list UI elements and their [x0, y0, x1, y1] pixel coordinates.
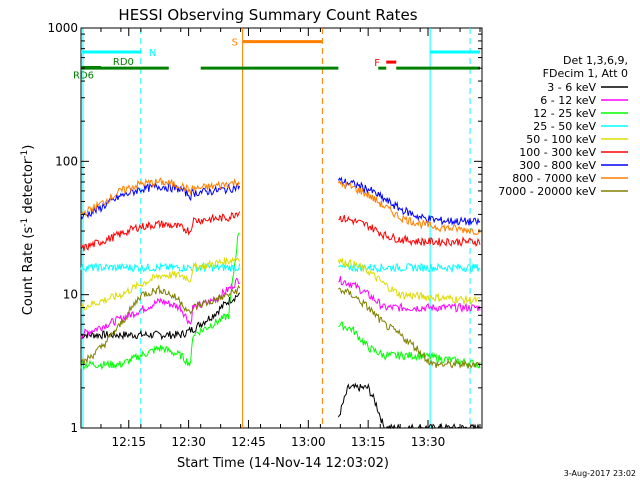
x-tick-label-13-15: 13:15: [351, 435, 386, 449]
legend-label-50-100-kev: 50 - 100 keV: [526, 133, 596, 146]
y-tick-label-1: 1: [70, 421, 78, 435]
legend-label-25-50-kev: 25 - 50 keV: [533, 120, 596, 133]
x-tick-label-13-30: 13:30: [411, 435, 446, 449]
footer-timestamp: 3-Aug-2017 23:02: [564, 469, 636, 478]
series-800-7000-kev: [80, 177, 481, 236]
legend-label-300-800-kev: 300 - 800 keV: [519, 159, 596, 172]
plot-frame: [80, 27, 483, 429]
flag-label-n: N: [149, 48, 156, 59]
legend-label-800-7000-kev: 800 - 7000 keV: [512, 172, 596, 185]
legend-label-7000-20000-kev: 7000 - 20000 keV: [498, 185, 596, 198]
flag-label-s: S: [232, 38, 238, 49]
x-tick-label-13-00: 13:00: [291, 435, 326, 449]
series-7000-20000-kev: [80, 284, 481, 369]
series-100-300-kev: [80, 211, 481, 252]
y-axis-label-main: Count Rate (s: [21, 227, 36, 316]
legend-label-3-6-kev: 3 - 6 keV: [547, 81, 596, 94]
y-tick-label-1000: 1000: [47, 21, 78, 35]
flag-label-rd6: RD6: [73, 71, 94, 82]
series-25-50-kev: [80, 262, 481, 274]
legend-header-line: Det 1,3,6,9,: [563, 54, 628, 67]
x-tick-label-12-30: 12:30: [171, 435, 206, 449]
y-axis-label-end: ): [21, 145, 36, 150]
chart-title: HESSI Observing Summary Count Rates: [118, 6, 417, 24]
y-axis-label-sup2: -1: [20, 150, 30, 159]
y-tick-label-10: 10: [63, 288, 78, 302]
legend-label-100-300-kev: 100 - 300 keV: [519, 146, 596, 159]
x-tick-label-12-45: 12:45: [231, 435, 266, 449]
axes: 12:15 12:30 12:45 13:00 13:15 13:30 1 10 100 1000: [47, 21, 482, 449]
legend-label-6-12-kev: 6 - 12 keV: [540, 94, 596, 107]
y-axis-label-mid: detector: [21, 158, 36, 218]
series-3-6-kev: [80, 292, 480, 430]
observing-flags: N S F RD0 RD6: [73, 38, 481, 82]
flag-label-rd0: RD0: [113, 57, 134, 68]
y-axis-label-sup1: -1: [20, 218, 30, 227]
legend-label-12-25-kev: 12 - 25 keV: [533, 107, 596, 120]
x-axis-label: Start Time (14-Nov-14 12:03:02): [177, 456, 389, 471]
y-axis-label: Count Rate (s-1 detector-1): [20, 145, 36, 316]
series-50-100-kev: [80, 256, 481, 311]
flag-label-f: F: [374, 58, 380, 69]
series-lines: [80, 176, 481, 430]
legend-header-line: FDecim 1, Att 0: [543, 67, 628, 80]
series-12-25-kev: [80, 232, 481, 371]
x-tick-label-12-15: 12:15: [111, 435, 146, 449]
y-tick-label-100: 100: [55, 154, 78, 168]
